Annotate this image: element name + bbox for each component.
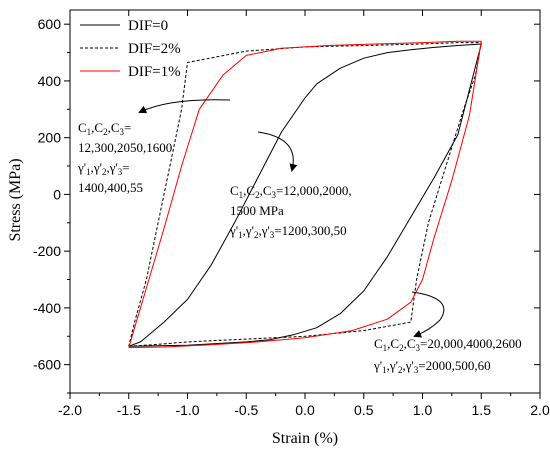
annotation-line: 1500 MPa: [230, 203, 284, 218]
x-tick-label: 0.0: [295, 402, 315, 418]
x-tick-label: -2.0: [58, 402, 82, 418]
x-tick-label: 1.0: [413, 402, 433, 418]
y-tick-label: 400: [38, 73, 62, 89]
annotation-line: γ'1,γ'2,γ'3=2000,500,60: [373, 358, 491, 375]
annotation-text-2: C1,C2,C3=12,000,2000, 1500 MPa γ'1,γ'2,γ'3…: [229, 183, 352, 240]
annotation-line: C1,C2,C3=20,000,4000,2600: [374, 336, 522, 353]
annotation-line: C1,C2,C3=12,000,2000,: [230, 183, 352, 200]
y-tick-label: 0: [53, 186, 61, 202]
annotation-line: 12,300,2050,1600: [78, 140, 172, 155]
legend-label-dif2: DIF=2%: [128, 41, 181, 57]
x-tick-label: 2.0: [530, 402, 550, 418]
annotation-arrow-2: [257, 131, 298, 172]
annotation-line: γ'1,γ'2,γ'3=: [77, 160, 130, 177]
axis-ticks: -2.0 -1.5 -1.0 -0.5 0.0 0.5 1.0 1.5 2.0 600 400 200…: [33, 10, 550, 418]
x-tick-label: 0.5: [354, 402, 374, 418]
legend: DIF=0 DIF=2% DIF=1%: [80, 18, 181, 80]
y-axis-label: Stress (MPa): [7, 158, 24, 241]
x-tick-label: -1.5: [117, 402, 141, 418]
y-tick-label: -400: [33, 300, 61, 316]
x-axis-label: Strain (%): [272, 430, 338, 447]
annotation-line: 1400,400,55: [78, 180, 143, 195]
annotation-line: C1,C2,C3=: [78, 120, 131, 137]
y-tick-label: -600: [33, 357, 61, 373]
y-tick-label: -200: [33, 243, 61, 259]
annotation-arrow-3: [411, 291, 445, 338]
annotation-arrow-1: [138, 99, 231, 114]
annotation-text-3: C1,C2,C3=20,000,4000,2600 γ'1,γ'2,γ'3=200…: [373, 336, 522, 375]
x-tick-label: -1.0: [175, 402, 199, 418]
x-tick-label: 1.5: [472, 402, 492, 418]
x-tick-label: -0.5: [234, 402, 258, 418]
legend-label-dif1: DIF=1%: [128, 64, 181, 80]
y-tick-label: 600: [38, 16, 62, 32]
y-tick-label: 200: [38, 130, 62, 146]
annotation-line: γ'1,γ'2,γ'3=1200,300,50: [229, 223, 347, 240]
series-line-3: [128, 40, 482, 349]
legend-label-dif0: DIF=0: [128, 18, 168, 34]
annotation-text-1: C1,C2,C3= 12,300,2050,1600 γ'1,γ'2,γ'3= 140…: [77, 120, 172, 195]
series-group: [128, 40, 482, 349]
series-line-1: [128, 43, 482, 347]
